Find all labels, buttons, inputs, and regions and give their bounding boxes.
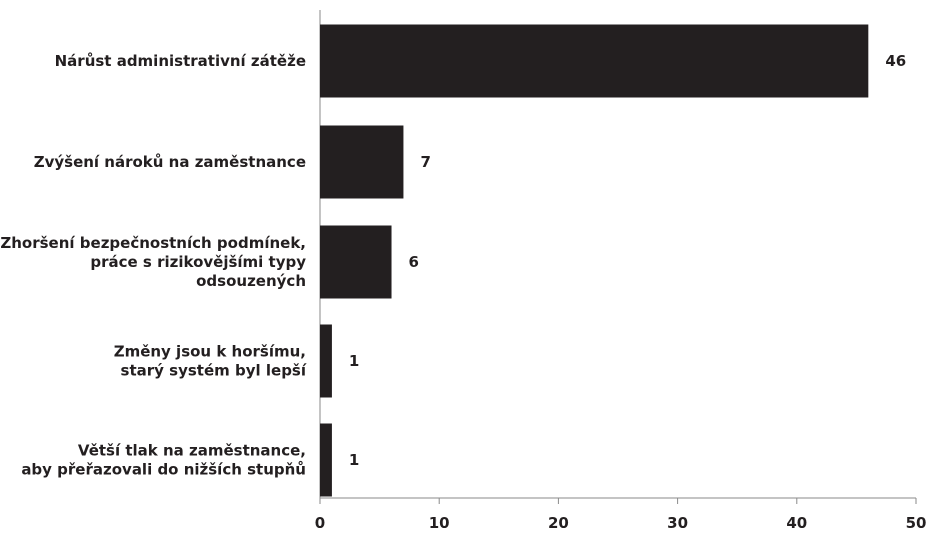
category-label-line: Zhoršení bezpečnostních podmínek, bbox=[0, 234, 306, 252]
category-labels: Nárůst administrativní zátěže Zvýšení nár… bbox=[0, 52, 306, 479]
value-label: 46 bbox=[885, 52, 906, 70]
x-tick-label: 10 bbox=[429, 514, 450, 532]
category-label: Zvýšení nároků na zaměstnance bbox=[34, 153, 306, 171]
category-label: Zhoršení bezpečnostních podmínek, práce s… bbox=[0, 234, 306, 290]
bar bbox=[320, 125, 404, 199]
bar bbox=[320, 423, 332, 497]
value-label: 7 bbox=[420, 153, 430, 171]
x-tick-label: 30 bbox=[667, 514, 688, 532]
x-tick-label: 20 bbox=[548, 514, 569, 532]
category-label-line: starý systém byl lepší bbox=[121, 362, 307, 380]
category-label-line: Zvýšení nároků na zaměstnance bbox=[34, 153, 306, 171]
category-label: Změny jsou k horšímu, starý systém byl le… bbox=[114, 343, 307, 380]
category-label-line: Nárůst administrativní zátěže bbox=[55, 52, 306, 70]
bar bbox=[320, 225, 392, 299]
x-axis-ticks: 0 10 20 30 40 50 bbox=[315, 498, 927, 532]
category-label-line: Změny jsou k horšímu, bbox=[114, 343, 306, 361]
value-label: 1 bbox=[349, 352, 359, 370]
value-labels: 46 7 6 1 1 bbox=[349, 52, 906, 469]
value-label: 1 bbox=[349, 451, 359, 469]
category-label-line: práce s rizikovějšími typy bbox=[90, 253, 306, 271]
x-tick-label: 0 bbox=[315, 514, 325, 532]
category-label-line: odsouzených bbox=[196, 272, 306, 290]
x-tick-label: 40 bbox=[786, 514, 807, 532]
value-label: 6 bbox=[409, 253, 419, 271]
category-label-line: aby přeřazovali do nižších stupňů bbox=[21, 461, 306, 479]
chart-bars bbox=[320, 24, 869, 497]
x-tick-label: 50 bbox=[906, 514, 927, 532]
category-label-line: Větší tlak na zaměstnance, bbox=[78, 442, 306, 460]
bar bbox=[320, 324, 332, 398]
category-label: Větší tlak na zaměstnance, aby přeřazoval… bbox=[21, 442, 306, 479]
category-label: Nárůst administrativní zátěže bbox=[55, 52, 306, 70]
bar bbox=[320, 24, 869, 98]
